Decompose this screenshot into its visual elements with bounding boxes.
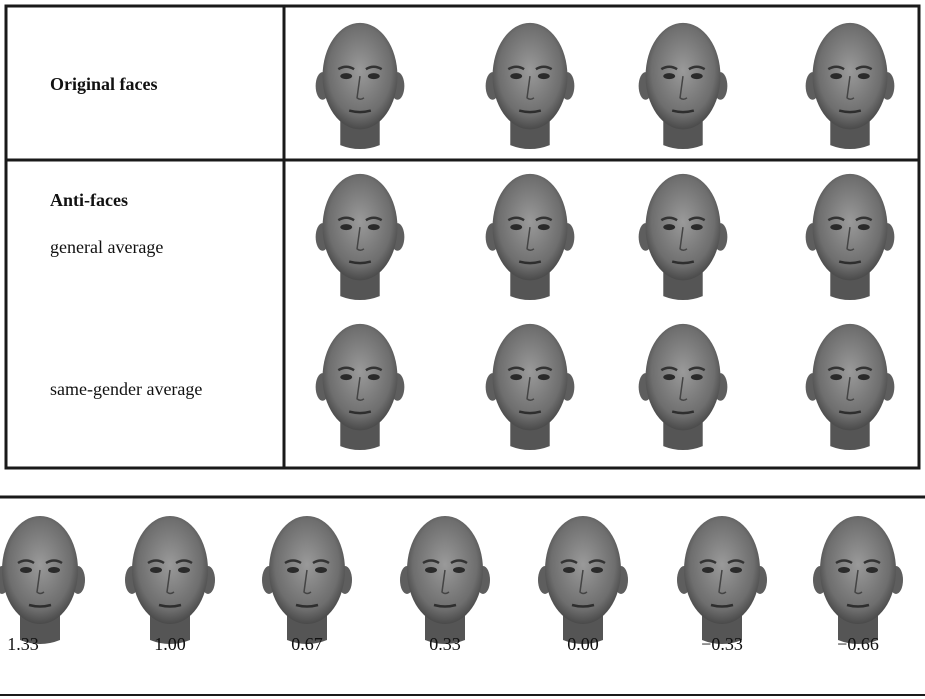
row-sublabel: general average [50, 237, 163, 257]
face-image [316, 23, 405, 149]
face-image [813, 516, 903, 644]
face-image [538, 516, 628, 644]
row-label: Anti-faces [50, 190, 128, 210]
face-image [639, 23, 728, 149]
face-image [486, 23, 575, 149]
face-image [806, 174, 895, 300]
face-image [262, 516, 352, 644]
face-image [316, 324, 405, 450]
scale-labels: 1.33 1.00 0.67 0.33 0.00 −0.33 −0.66 [7, 634, 879, 654]
face-image [677, 516, 767, 644]
face-image [316, 174, 405, 300]
figure: Original faces Anti-faces general averag… [0, 0, 925, 699]
face-image [0, 516, 85, 644]
scale-label: −0.33 [701, 634, 743, 654]
face-images [0, 23, 903, 644]
face-image [639, 324, 728, 450]
face-image [486, 174, 575, 300]
face-image [639, 174, 728, 300]
scale-label: 1.33 [7, 634, 39, 654]
scale-label: −0.66 [837, 634, 879, 654]
row-sublabel: same-gender average [50, 379, 202, 399]
scale-label: 0.33 [429, 634, 461, 654]
scale-label: 0.67 [291, 634, 323, 654]
face-image [806, 324, 895, 450]
face-image [486, 324, 575, 450]
row-label: Original faces [50, 74, 157, 94]
scale-label: 0.00 [567, 634, 599, 654]
face-image [400, 516, 490, 644]
face-image [806, 23, 895, 149]
scale-label: 1.00 [154, 634, 186, 654]
face-image [125, 516, 215, 644]
